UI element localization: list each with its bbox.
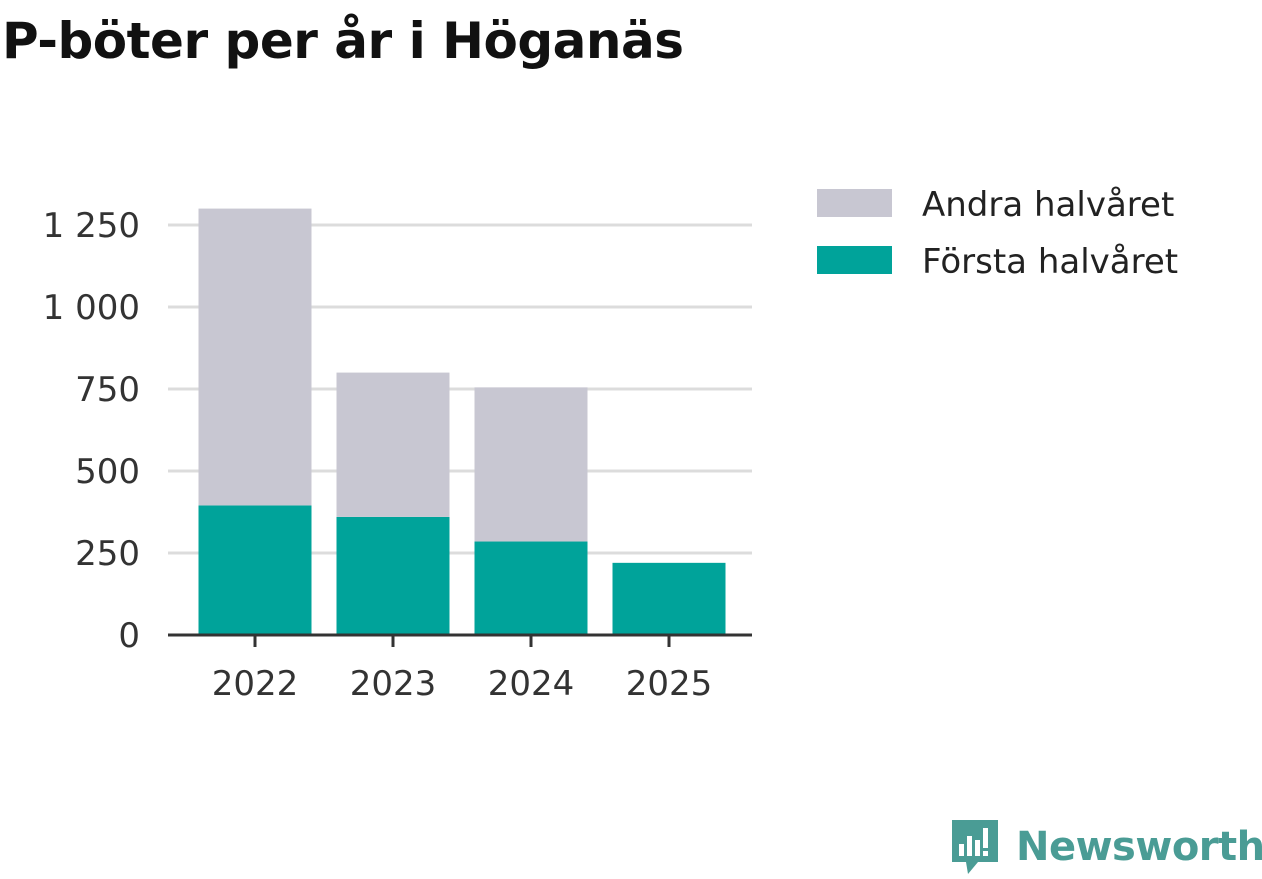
x-tick-label: 2023 [350, 664, 437, 704]
x-tick-label: 2024 [488, 664, 575, 704]
bar-2025-forsta [612, 562, 726, 635]
bar-2022-forsta [198, 505, 312, 635]
bar-2024-forsta [474, 541, 588, 635]
legend-swatch [817, 246, 892, 274]
y-tick-label: 250 [75, 534, 140, 574]
bar-2023-forsta [336, 516, 450, 635]
x-tick-label: 2022 [212, 664, 299, 704]
legend-label: Första halvåret [922, 242, 1178, 282]
bar-2024-andra [474, 387, 588, 542]
x-tick-label: 2025 [626, 664, 713, 704]
y-tick-label: 1 000 [43, 288, 140, 328]
y-tick-label: 750 [75, 370, 140, 410]
bars [198, 208, 726, 635]
y-tick-label: 1 250 [43, 206, 140, 246]
chart-title: P-böter per år i Höganäs [2, 12, 684, 70]
newsworthy-logo-icon [952, 820, 998, 874]
legend-label: Andra halvåret [922, 185, 1174, 225]
brand-name: Newsworthy [1016, 824, 1262, 870]
legend-swatch [817, 189, 892, 217]
y-tick-label: 0 [118, 616, 140, 656]
axes: 0 250 500 750 1 000 1 250 2022 2023 2024 2025 [43, 206, 752, 704]
bar-2023-andra [336, 372, 450, 517]
bar-2022-andra [198, 208, 312, 506]
brand-logo: Newsworthy [950, 818, 1262, 876]
y-tick-label: 500 [75, 452, 140, 492]
legend: Andra halvåret Första halvåret [817, 185, 1178, 282]
